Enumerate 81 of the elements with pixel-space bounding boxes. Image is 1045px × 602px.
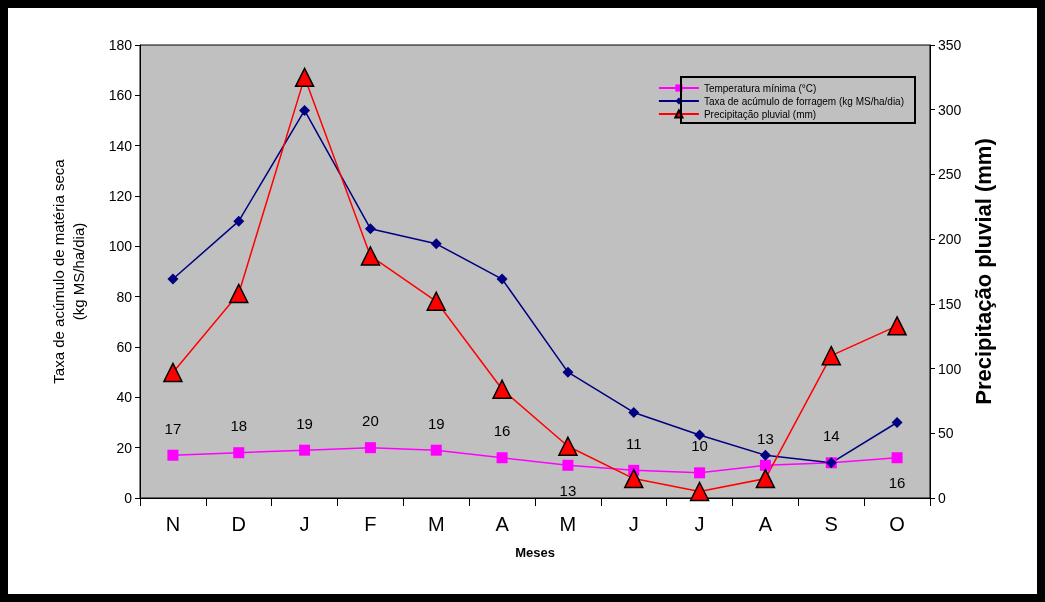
legend-label: Temperatura mínima (°C)	[703, 82, 817, 94]
y2-tick-label: 100	[938, 360, 962, 377]
point	[755, 468, 776, 489]
point	[694, 467, 706, 479]
x-tick-label: D	[231, 513, 246, 535]
point	[891, 452, 903, 464]
point	[299, 444, 311, 456]
y-tick-label: 80	[116, 288, 133, 305]
x-tick-label: S	[824, 513, 838, 535]
y-tick-label: 100	[108, 238, 133, 255]
point	[624, 468, 644, 489]
x-tick-label: M	[559, 513, 577, 535]
point	[426, 291, 446, 312]
x-tick-label: J	[628, 513, 639, 535]
y-tick-label: 180	[108, 37, 133, 53]
y-tick-label: 0	[124, 490, 133, 506]
data-label: 13	[757, 429, 774, 447]
point	[430, 238, 442, 250]
point	[887, 316, 907, 336]
data-label: 13	[559, 481, 577, 499]
y-tick-label: 120	[108, 188, 133, 204]
data-label: 20	[362, 412, 379, 430]
y2-tick-label: 150	[938, 295, 962, 312]
data-label: 10	[691, 437, 708, 455]
point	[562, 459, 574, 471]
data-label: 19	[296, 414, 313, 432]
point	[294, 67, 315, 88]
y-tick-label: 60	[116, 339, 133, 355]
data-label: 18	[230, 417, 248, 435]
point	[299, 104, 311, 116]
point	[628, 406, 640, 418]
point	[759, 459, 771, 471]
y2-tick-label: 300	[938, 101, 962, 118]
point	[364, 223, 376, 235]
y2-tick-label: 50	[938, 425, 954, 442]
data-label: 17	[164, 419, 182, 437]
y-tick-label: 40	[116, 389, 133, 406]
y-tick-label: 140	[108, 137, 133, 154]
point	[167, 449, 179, 461]
data-label: 16	[493, 422, 511, 440]
point	[891, 417, 903, 428]
point	[163, 362, 183, 383]
y2-tick-label: 250	[938, 166, 962, 183]
point	[694, 429, 706, 441]
point	[562, 366, 574, 378]
x-axis-title: Meses	[515, 545, 555, 560]
point	[167, 273, 179, 285]
y2-tick-label: 200	[938, 231, 962, 248]
point	[360, 246, 381, 266]
point	[496, 273, 508, 285]
y-tick-label: 160	[108, 87, 133, 104]
point	[430, 444, 442, 456]
point	[689, 481, 710, 502]
y-tick-label: 20	[116, 439, 133, 456]
x-tick-label: A	[758, 513, 773, 535]
point	[229, 283, 249, 304]
x-tick-label: M	[427, 513, 445, 535]
y2-tick-label: 350	[938, 37, 962, 53]
data-label: 14	[822, 427, 840, 445]
x-tick-label: A	[495, 513, 510, 535]
point	[496, 452, 508, 464]
point	[233, 215, 245, 227]
point	[364, 442, 376, 454]
x-tick-label: N	[165, 513, 181, 535]
x-tick-label: O	[889, 513, 905, 535]
data-label: 11	[625, 434, 642, 452]
y2-axis-title: Precipitação pluvial (mm)	[970, 138, 996, 405]
point	[233, 447, 245, 459]
y2-tick-label: 0	[938, 490, 946, 506]
point	[492, 379, 512, 400]
legend-label: Precipitação pluvial (mm)	[703, 108, 817, 120]
y-axis-title: Taxa de acúmulo de matéria seca (kg MS/ha/dia)	[49, 158, 87, 384]
data-label: 19	[427, 414, 445, 432]
legend-label: Taxa de acúmulo de forragem (kg MS/ha/dia)	[703, 95, 905, 107]
data-label: 16	[888, 474, 906, 492]
x-tick-label: F	[364, 513, 377, 535]
point	[821, 345, 841, 366]
x-tick-label: J	[694, 513, 705, 535]
point	[759, 449, 771, 461]
point	[558, 436, 578, 456]
x-tick-label: J	[299, 513, 310, 535]
